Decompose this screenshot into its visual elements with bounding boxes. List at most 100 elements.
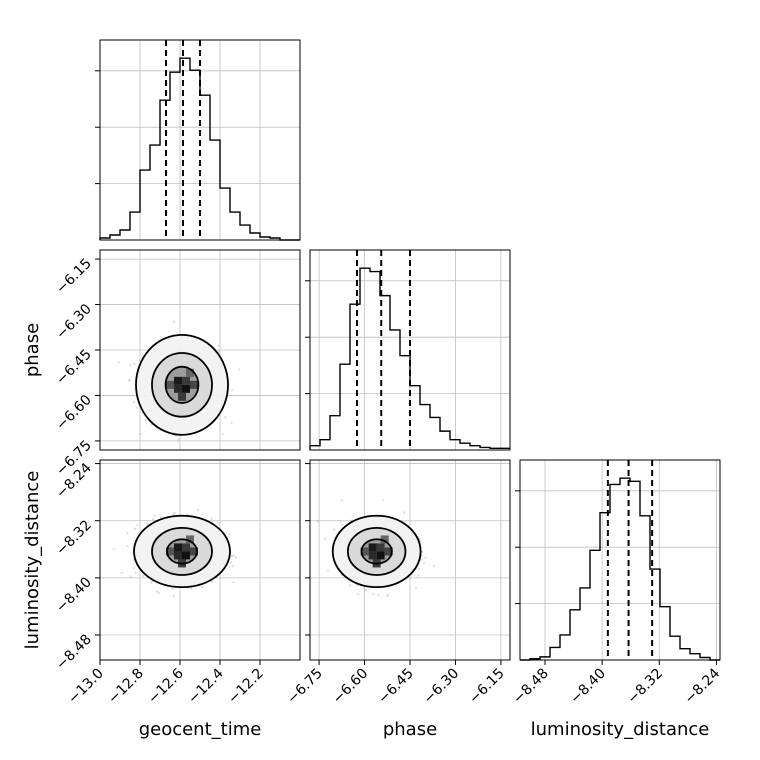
sample-point (217, 344, 220, 347)
density-core (174, 543, 182, 552)
x-tick-label: −8.48 (510, 666, 552, 708)
x-tick-label: −6.75 (284, 666, 326, 708)
sample-point (228, 533, 231, 536)
density-core (384, 547, 393, 556)
histogram-geocent_time (95, 39, 301, 241)
contour-line (346, 526, 407, 576)
x-tick-label: −6.30 (421, 666, 463, 708)
histogram-steps (309, 267, 510, 450)
sample-point (433, 564, 436, 567)
panel-geocent_time-vs-luminosity_distance (99, 459, 301, 661)
x-axis-label-luminosity_distance: luminosity_distance (531, 719, 710, 740)
sample-point (117, 361, 120, 364)
density-core (182, 376, 190, 385)
panel-phase-vs-luminosity_distance (309, 459, 511, 661)
y-tick-label: −8.48 (53, 632, 95, 674)
sample-point (172, 513, 175, 516)
sample-point (134, 572, 137, 575)
contour-line (135, 333, 229, 436)
sample-point (153, 514, 157, 517)
sample-point (217, 350, 221, 353)
sample-point (133, 527, 137, 530)
sample-point (151, 518, 155, 521)
sample-point (151, 580, 154, 583)
sample-point (133, 362, 136, 366)
sample-point (341, 499, 344, 502)
x-tick-label: −12.2 (225, 666, 267, 708)
sample-point (129, 575, 132, 578)
panel-content (100, 460, 300, 660)
density-core (166, 547, 174, 556)
sample-point (228, 565, 231, 568)
density-core (182, 384, 190, 393)
x-axis-label-geocent_time: geocent_time (139, 719, 262, 740)
panel-geocent_time-vs-phase (99, 249, 301, 451)
panel-content (100, 250, 300, 450)
x-tick-label: −8.32 (624, 666, 666, 708)
sample-point (230, 422, 233, 425)
x-tick-label: −6.45 (375, 666, 417, 708)
contour-line (360, 538, 393, 565)
x-tick-label: −12.4 (185, 665, 227, 707)
sample-point (132, 567, 135, 570)
x-tick-label: −6.60 (330, 666, 372, 708)
density-core (186, 535, 194, 544)
sample-point (211, 580, 214, 584)
contour-line (133, 514, 231, 589)
x-tick-label: −12.6 (145, 665, 187, 707)
sample-point (424, 556, 427, 559)
sample-point (403, 511, 406, 514)
panel-content (310, 460, 510, 660)
x-tick-label: −8.24 (682, 665, 724, 707)
sample-point (386, 594, 389, 598)
density-core (190, 380, 198, 389)
sample-point (224, 416, 227, 419)
y-axis-label-luminosity_distance: luminosity_distance (22, 471, 43, 650)
sample-point (420, 558, 423, 561)
contour-line (151, 352, 213, 418)
density-core (182, 551, 190, 560)
sample-point (324, 537, 327, 540)
sample-point (417, 567, 421, 570)
sample-point (232, 554, 235, 557)
sample-point (333, 528, 336, 531)
sample-point (177, 438, 180, 441)
sample-point (231, 389, 234, 392)
density-core (186, 368, 194, 377)
y-tick-label: −6.60 (53, 392, 95, 434)
sample-point (234, 556, 237, 559)
density-core (174, 376, 182, 385)
sample-point (120, 571, 123, 574)
sample-point (381, 499, 385, 502)
density-core (166, 380, 174, 389)
sample-point (159, 515, 162, 519)
density-core (190, 547, 198, 556)
sample-point (144, 419, 148, 422)
sample-point (150, 581, 153, 584)
sample-point (190, 587, 193, 590)
y-tick-label: −8.32 (53, 517, 95, 559)
y-tick-label: −6.15 (53, 256, 95, 298)
density-core (360, 547, 369, 556)
density-core (182, 543, 190, 552)
sample-point (341, 523, 344, 526)
x-tick-label: −12.8 (105, 666, 147, 708)
contour-line (166, 538, 198, 565)
sample-point (201, 585, 204, 589)
sample-point (210, 517, 213, 520)
sample-point (357, 593, 360, 596)
histogram-steps (520, 477, 720, 661)
density-core (368, 543, 377, 552)
sample-point (128, 379, 131, 382)
axes-frame (99, 39, 301, 241)
sample-point (128, 379, 131, 382)
sample-point (146, 522, 149, 525)
sample-point (126, 544, 129, 547)
sample-point (136, 524, 139, 527)
sample-point (139, 432, 142, 435)
sample-point (172, 595, 175, 598)
sample-point (316, 520, 319, 523)
sample-point (377, 594, 380, 597)
sample-point (415, 586, 418, 589)
sample-point (421, 550, 424, 554)
